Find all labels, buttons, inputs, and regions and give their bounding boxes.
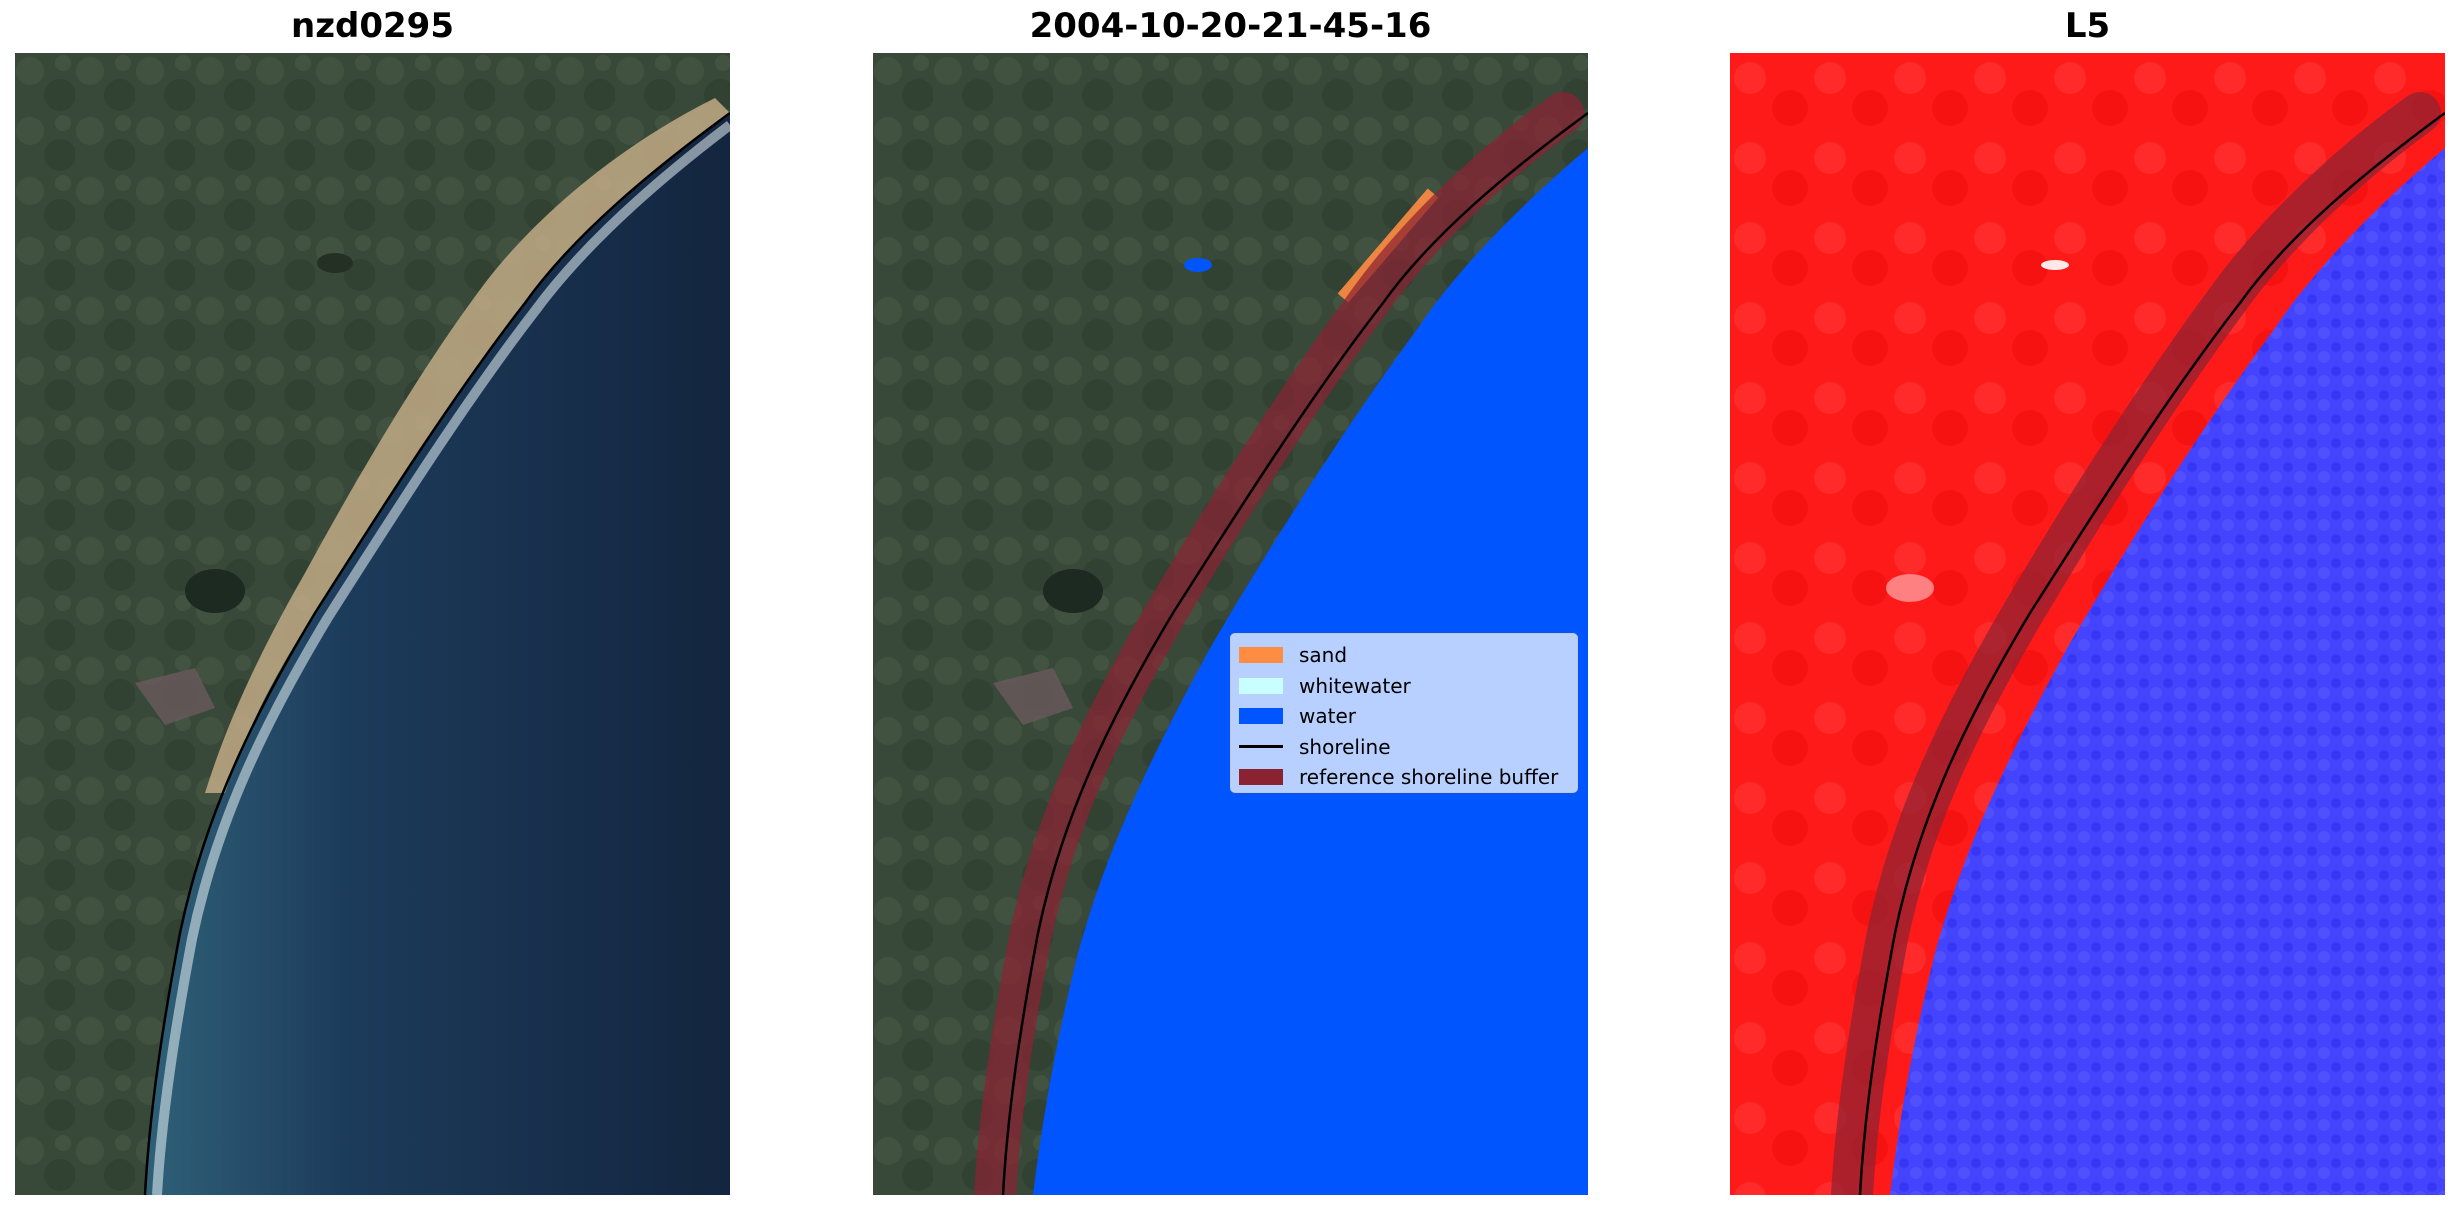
reference-shoreline-buffer — [974, 92, 1584, 1195]
water-swatch — [1239, 708, 1283, 725]
ocean-area — [145, 113, 730, 1195]
whitewater-swatch — [1239, 677, 1283, 694]
panel-title-rgb: nzd0295 — [291, 6, 454, 46]
bright-spot — [1886, 574, 1934, 602]
rgb-image-panel — [15, 53, 730, 1195]
shoreline — [1001, 111, 1588, 1195]
legend-label: reference shoreline buffer — [1299, 765, 1559, 790]
field-patch — [135, 668, 215, 725]
legend-label: whitewater — [1299, 673, 1411, 698]
shoreline-swatch — [1239, 745, 1283, 749]
legend: sand whitewater water shoreline referenc… — [1230, 633, 1578, 793]
reference-shoreline-buffer — [1831, 92, 2441, 1195]
shoreline — [143, 111, 730, 1195]
bright-spot — [2041, 260, 2069, 270]
surf-zone — [152, 121, 730, 1195]
legend-item-sand: sand — [1239, 640, 1569, 671]
legend-label: shoreline — [1299, 734, 1391, 759]
legend-label: sand — [1299, 643, 1348, 668]
shoreline — [1858, 111, 2445, 1195]
panel-title-index: L5 — [2064, 6, 2111, 46]
lake — [317, 253, 353, 273]
buffer-swatch — [1239, 769, 1283, 786]
panel-title-classified: 2004-10-20-21-45-16 — [1029, 6, 1432, 46]
legend-label: water — [1299, 704, 1356, 729]
legend-item-buffer: reference shoreline buffer — [1239, 762, 1569, 793]
legend-item-water: water — [1239, 701, 1569, 732]
lake — [185, 569, 245, 613]
legend-item-shoreline: shoreline — [1239, 732, 1569, 763]
water-index — [1890, 148, 2445, 1195]
field-patch — [993, 668, 1073, 725]
index-image-panel — [1730, 53, 2445, 1195]
lake — [1043, 569, 1103, 613]
water-class-lake — [1184, 258, 1212, 272]
sand-swatch — [1239, 647, 1283, 664]
legend-item-whitewater: whitewater — [1239, 671, 1569, 702]
classified-image-panel — [873, 53, 1588, 1195]
